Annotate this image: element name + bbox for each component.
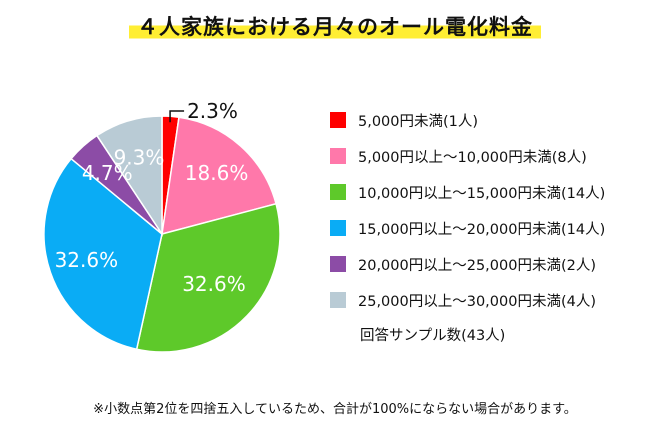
data-label-5000-10000: 18.6% — [185, 161, 249, 185]
pie-slice-10000-15000 — [135, 202, 281, 353]
data-label-20000-25000: 4.7% — [82, 161, 133, 185]
legend-label: 25,000円以上～30,000円未満(4人) — [358, 293, 597, 310]
chart-title: ４人家族における月々のオール電化料金 — [129, 14, 541, 40]
legend-item-20000-25000: 20,000円以上～25,000円未満(2人) — [330, 254, 596, 274]
data-label-under-5000: 2.3% — [187, 99, 238, 123]
sample-count: 回答サンプル数(43人) — [360, 328, 506, 344]
pie-slice-15000-20000 — [43, 157, 163, 351]
legend-item-25000-30000: 25,000円以上～30,000円未満(4人) — [330, 290, 596, 310]
legend-item-15000-20000: 15,000円以上～20,000円未満(14人) — [330, 218, 605, 238]
title-wrapper: ４人家族における月々のオール電化料金 — [0, 14, 670, 40]
legend-label: 20,000円以上～25,000円未満(2人) — [358, 257, 597, 274]
legend-swatch — [330, 112, 346, 128]
data-label-25000-30000: 9.3% — [114, 145, 165, 169]
legend-label: 5,000円以上～10,000円未満(8人) — [358, 149, 587, 166]
data-label-15000-20000: 32.6% — [55, 248, 119, 272]
legend-item-10000-15000: 10,000円以上～15,000円未満(14人) — [330, 182, 605, 202]
footnote: ※小数点第2位を四捨五入しているため、合計が100%にならない場合があります。 — [93, 402, 577, 417]
pie-slice-5000-10000 — [161, 116, 277, 236]
data-label-10000-15000: 32.6% — [182, 272, 246, 296]
legend-swatch — [330, 256, 346, 272]
legend-item-under-5000: 5,000円未満(1人) — [330, 110, 478, 130]
legend-label: 15,000円以上～20,000円未満(14人) — [358, 221, 606, 238]
legend-label: 10,000円以上～15,000円未満(14人) — [358, 185, 606, 202]
legend-item-5000-10000: 5,000円以上～10,000円未満(8人) — [330, 146, 587, 166]
leader-line — [169, 110, 185, 123]
legend-swatch — [330, 292, 346, 308]
legend-swatch — [330, 220, 346, 236]
pie-slice-25000-30000 — [95, 115, 163, 237]
legend-label: 5,000円未満(1人) — [358, 113, 479, 130]
legend-swatch — [330, 184, 346, 200]
legend-swatch — [330, 148, 346, 164]
